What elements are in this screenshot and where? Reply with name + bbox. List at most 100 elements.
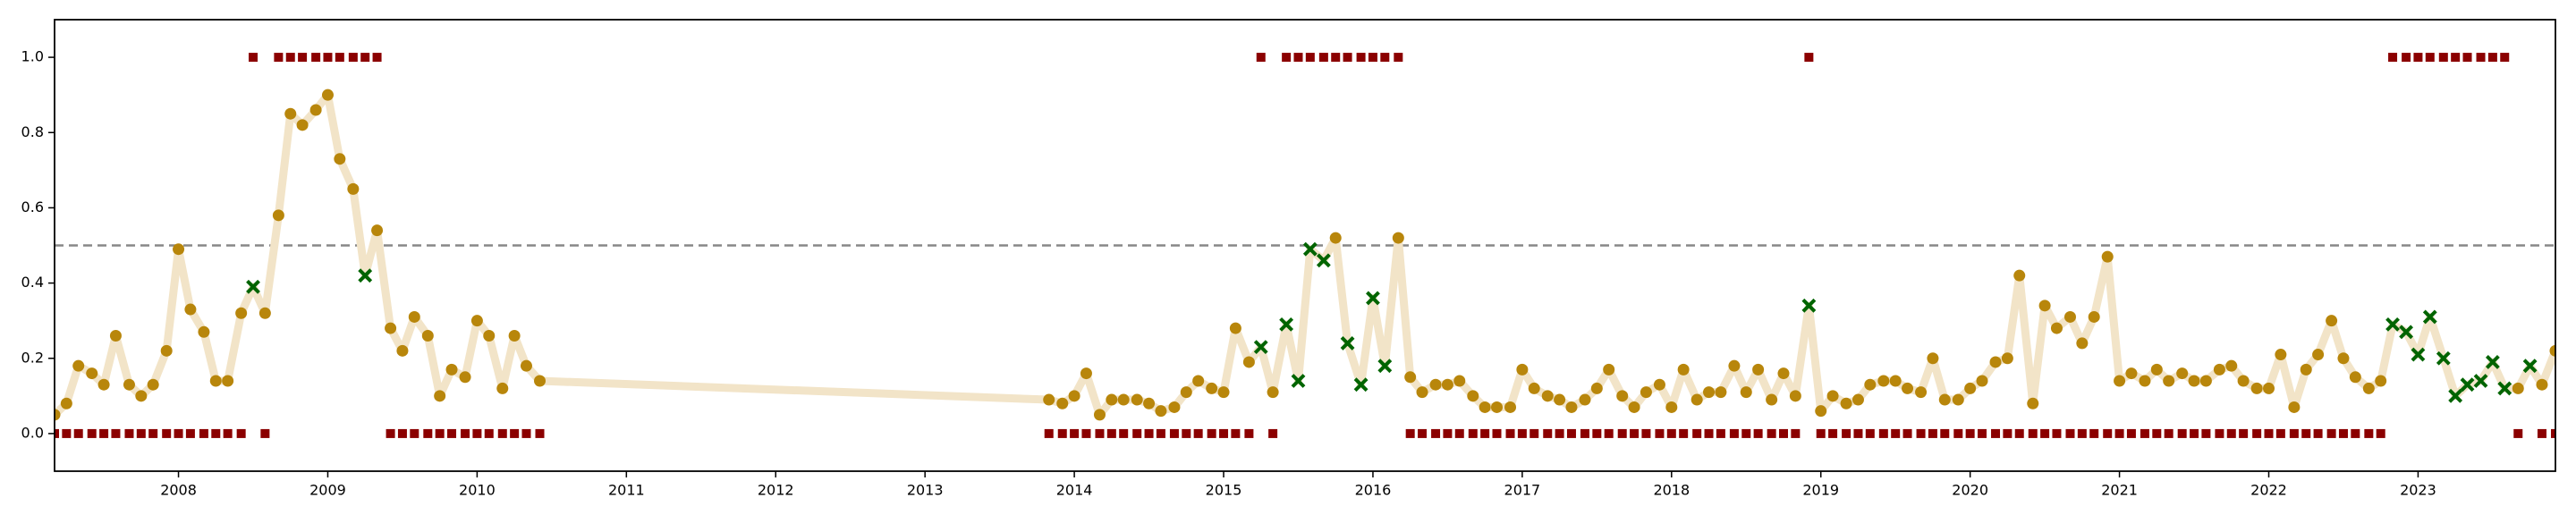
square-marker (2140, 428, 2149, 438)
square-marker (2438, 53, 2448, 63)
circle-marker (1416, 386, 1428, 399)
cross-marker (2460, 377, 2475, 393)
x-tick-label: 2023 (2400, 482, 2436, 499)
circle-marker (1541, 390, 1554, 402)
square-marker (397, 428, 407, 438)
cross-marker (2448, 388, 2463, 403)
circle-marker (1479, 401, 1491, 413)
square-marker (62, 428, 72, 438)
circle-marker (1242, 356, 1255, 368)
square-marker (2301, 428, 2311, 438)
square-marker (1454, 428, 1464, 438)
circle-marker (1155, 405, 1167, 418)
circle-marker (2337, 352, 2350, 365)
circle-marker (1677, 363, 1690, 376)
square-marker (1865, 428, 1875, 438)
y-tick-label: 0.8 (21, 123, 44, 140)
square-marker (1580, 428, 1589, 438)
circle-marker (2150, 363, 2163, 376)
cross-marker (2497, 381, 2512, 396)
square-marker (461, 428, 470, 438)
square-marker (535, 428, 545, 438)
circle-marker (272, 209, 284, 222)
x-tick-label: 2013 (907, 482, 944, 499)
square-marker (223, 428, 233, 438)
circle-marker (2213, 363, 2225, 376)
square-marker (1978, 428, 1987, 438)
circle-marker (2139, 375, 2151, 387)
square-marker (2537, 428, 2546, 438)
plot-area (55, 53, 2555, 438)
circle-marker (334, 153, 346, 165)
x-tick-label: 2021 (2101, 482, 2138, 499)
x-tick-label: 2020 (1952, 482, 1988, 499)
circle-marker (2050, 322, 2063, 334)
square-marker (2275, 428, 2285, 438)
square-marker (510, 428, 520, 438)
circle-marker (1056, 397, 1069, 409)
x-tick-label: 2011 (608, 482, 645, 499)
circle-marker (284, 107, 297, 120)
square-marker (1081, 428, 1091, 438)
circle-marker (1504, 401, 1517, 413)
square-marker (236, 428, 246, 438)
y-tick-label: 1.0 (21, 48, 44, 65)
square-marker (1193, 428, 1203, 438)
square-marker (162, 428, 172, 438)
circle-marker (1080, 367, 1092, 380)
square-marker (73, 428, 83, 438)
square-marker (1592, 428, 1602, 438)
square-marker (2326, 428, 2336, 438)
circle-marker (1093, 409, 1106, 421)
circle-marker (1329, 232, 1342, 244)
square-marker (472, 428, 482, 438)
circle-marker (1789, 390, 1801, 402)
square-marker (2351, 428, 2360, 438)
circle-marker (135, 390, 148, 402)
circle-marker (1715, 386, 1727, 399)
square-marker (199, 428, 208, 438)
y-tick-label: 0.6 (21, 198, 44, 215)
square-marker (1282, 53, 1292, 63)
circle-marker (1267, 386, 1279, 399)
cross-marker (2411, 347, 2426, 362)
circle-marker (1628, 401, 1640, 413)
square-marker (1704, 428, 1714, 438)
square-marker (484, 428, 494, 438)
square-marker (2364, 428, 2374, 438)
cross-marker (2522, 359, 2538, 374)
square-marker (2014, 428, 2024, 438)
square-marker (1753, 428, 1763, 438)
circle-marker (1766, 393, 1778, 406)
square-marker (1356, 53, 1366, 63)
circle-marker (2063, 310, 2076, 323)
square-marker (1394, 53, 1403, 63)
circle-marker (1429, 378, 1442, 391)
circle-marker (421, 330, 434, 342)
square-marker (298, 53, 308, 63)
x-tick-label: 2022 (2250, 482, 2287, 499)
square-marker (1692, 428, 1702, 438)
circle-marker (1043, 393, 1055, 406)
square-marker (1767, 428, 1776, 438)
square-marker (2551, 428, 2555, 438)
circle-marker (1392, 232, 1404, 244)
circle-marker (1889, 375, 1902, 387)
cross-marker (1366, 291, 1380, 306)
circle-marker (1590, 382, 1603, 394)
square-marker (1331, 53, 1341, 63)
circle-marker (1229, 322, 1241, 334)
square-marker (1044, 428, 1054, 438)
cross-marker (1801, 298, 1817, 313)
circle-marker (1565, 401, 1578, 413)
circle-marker (184, 303, 197, 316)
square-marker (1555, 428, 1564, 438)
circle-marker (2027, 397, 2039, 409)
square-marker (323, 53, 333, 63)
y-tick-label: 0.0 (21, 424, 44, 441)
circle-marker (2275, 349, 2287, 361)
square-marker (1268, 428, 1278, 438)
circle-marker (496, 382, 509, 394)
square-marker (2413, 53, 2423, 63)
circle-marker (235, 307, 248, 319)
